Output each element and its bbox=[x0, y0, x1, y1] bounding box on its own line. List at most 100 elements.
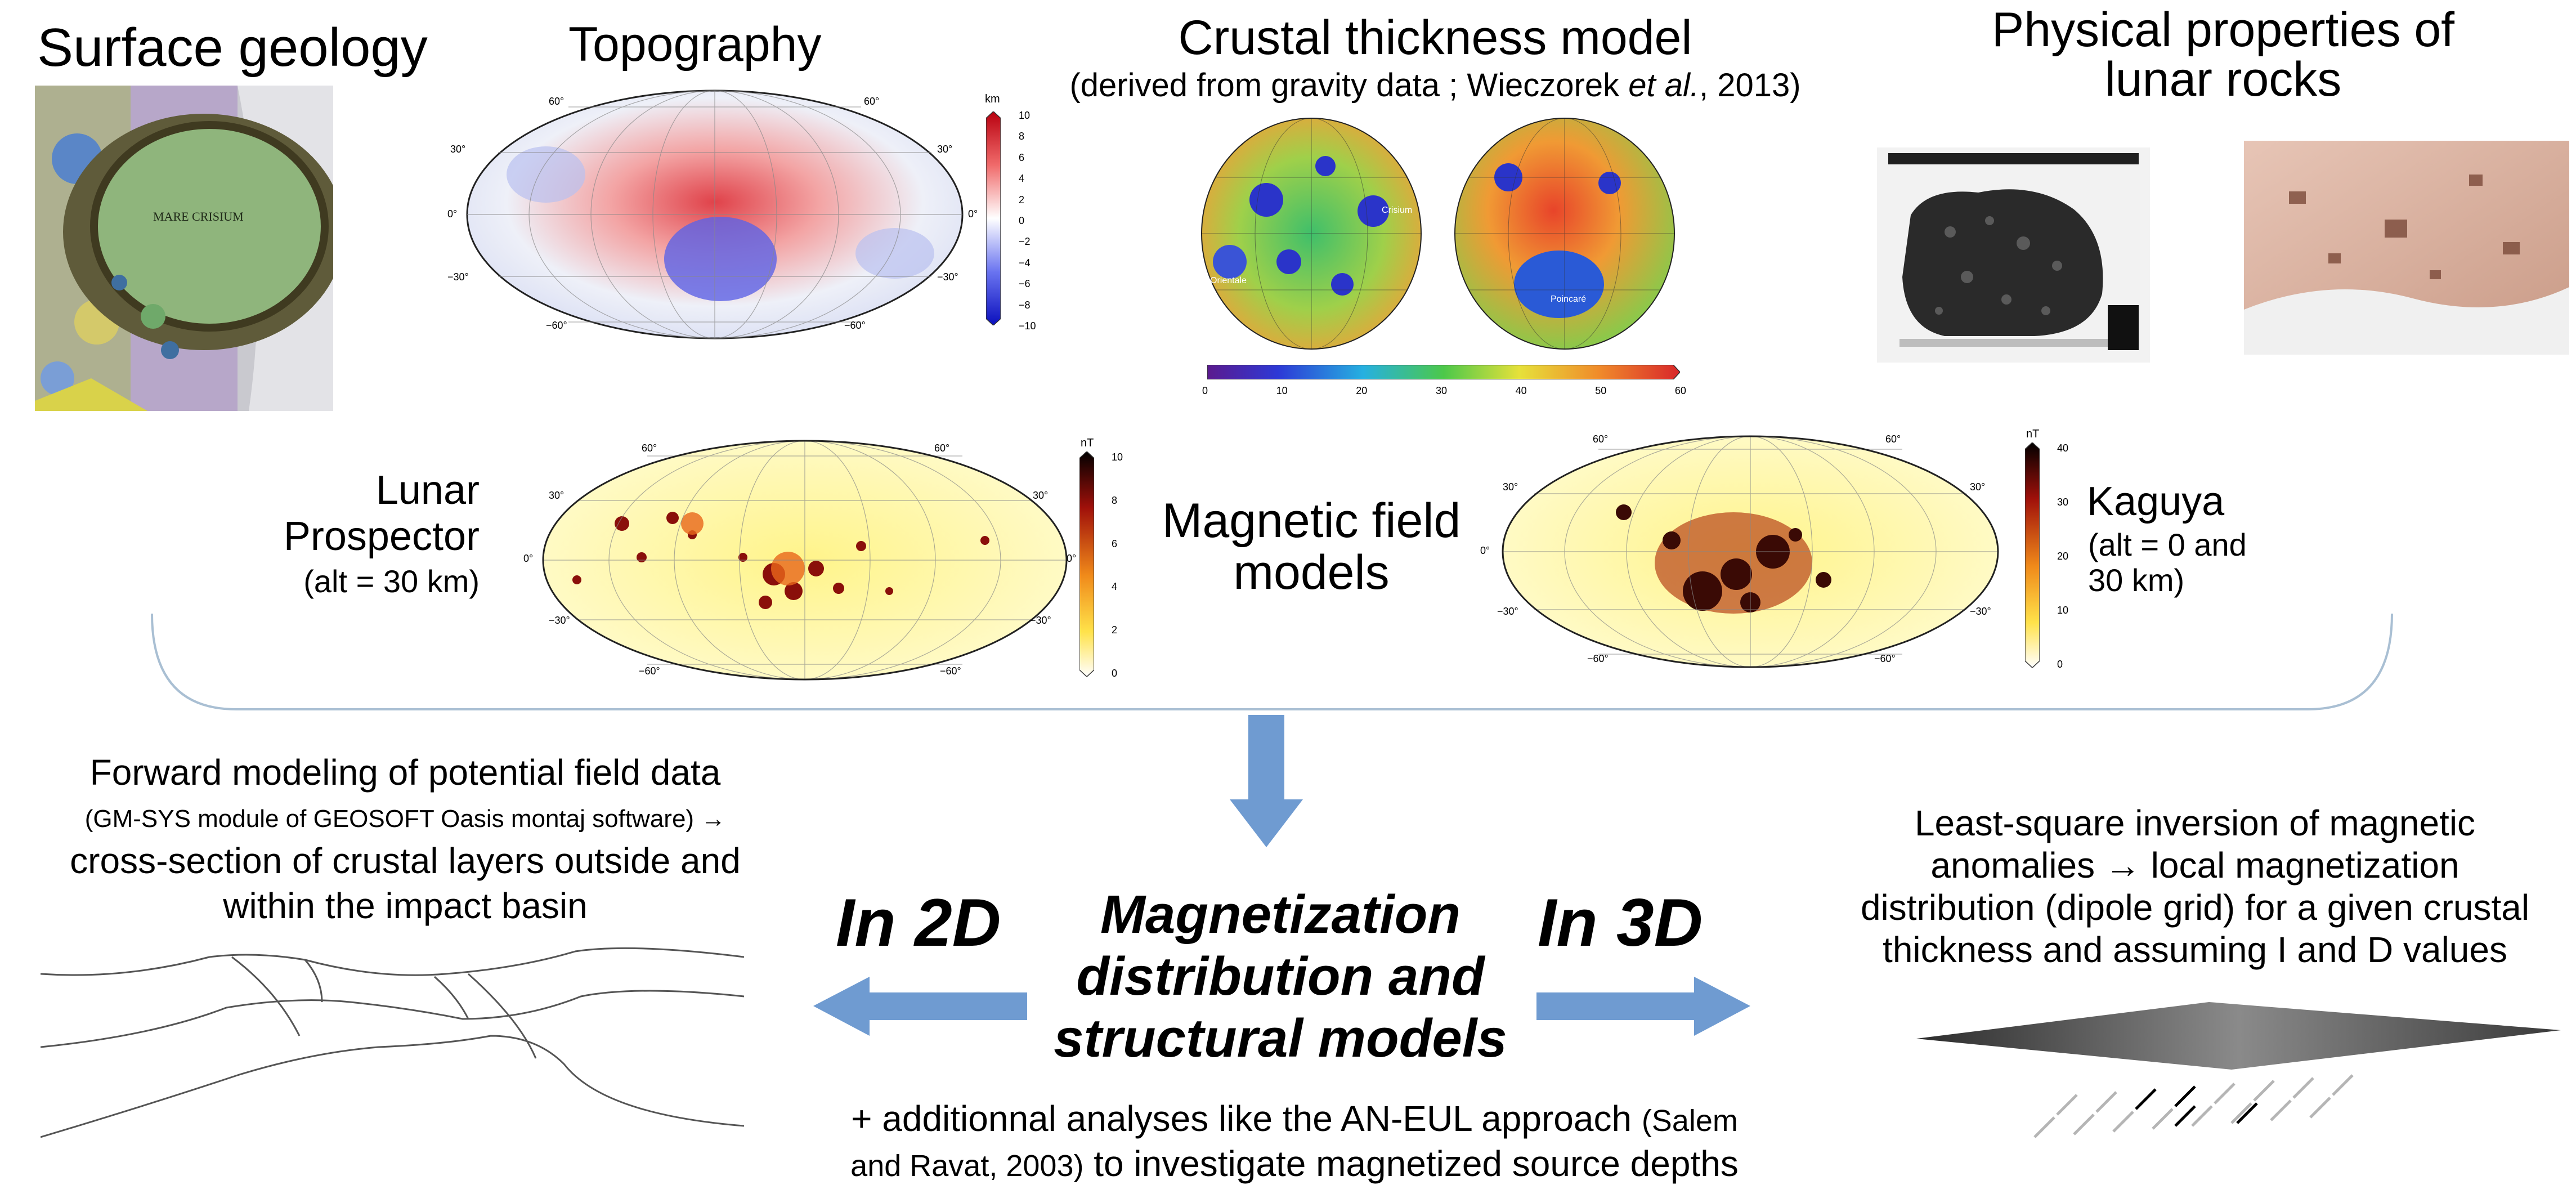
crustal-colorbar bbox=[1207, 365, 1680, 379]
right-arrow bbox=[1536, 977, 1750, 1036]
kaguya-scale-label: 10 bbox=[2057, 605, 2069, 616]
topo-tick-m30-left: −30° bbox=[447, 271, 469, 283]
topography-map: 60° 60° 30° 30° 0° 0° −30° −30° −60° −60… bbox=[433, 84, 996, 345]
inversion-line4: thickness and assuming I and D values bbox=[1883, 929, 2507, 970]
physical-properties-title-1: Physical properties of bbox=[1991, 3, 2455, 57]
topo-tick-60-left: 60° bbox=[549, 96, 565, 107]
poincare-label: Poincaré bbox=[1551, 294, 1587, 304]
kaguya-tick-m60-right: −60° bbox=[1874, 653, 1896, 664]
crustal-scale-label: 20 bbox=[1356, 385, 1368, 396]
breccia-rock-photo bbox=[2244, 141, 2569, 355]
lp-tick-m60-right: −60° bbox=[940, 665, 961, 677]
crustal-globe-nearside: Crisium Orientale bbox=[1199, 115, 1424, 352]
crustal-globe-farside: Poincaré bbox=[1452, 115, 1677, 352]
kaguya-tick-0-left: 0° bbox=[1480, 545, 1490, 556]
lp-tick-60-right: 60° bbox=[934, 442, 950, 454]
crustal-scale-label: 40 bbox=[1515, 385, 1527, 396]
topo-scale-label: 2 bbox=[1019, 194, 1025, 205]
forward-modeling-line4: within the impact basin bbox=[223, 886, 588, 926]
topo-scale-label: −2 bbox=[1019, 236, 1031, 248]
crustal-scale-label: 10 bbox=[1276, 385, 1288, 396]
3d-surface-and-dipoles bbox=[1916, 1002, 2561, 1138]
physical-properties-title-2: lunar rocks bbox=[2104, 52, 2342, 106]
topo-tick-m30-right: −30° bbox=[937, 271, 958, 283]
lp-scale-labels: 10 8 6 4 2 0 bbox=[1112, 451, 1140, 679]
lp-tick-0-left: 0° bbox=[523, 553, 534, 564]
kaguya-tick-m60-left: −60° bbox=[1587, 653, 1609, 664]
lp-tick-0-right: 0° bbox=[1067, 553, 1077, 564]
crisium-label: Crisium bbox=[1382, 205, 1413, 215]
topo-scale-labels: 10 8 6 4 2 0 −2 −4 −6 −8 −10 bbox=[1019, 110, 1052, 332]
topo-scale-label: −4 bbox=[1019, 257, 1031, 269]
kaguya-alt-1: (alt = 0 and bbox=[2088, 527, 2247, 562]
additional-analyses-line2: and Ravat, 2003) to investigate magnetiz… bbox=[850, 1143, 1739, 1184]
kaguya-tick-30-right: 30° bbox=[1970, 481, 1986, 493]
kaguya-alt-2: 30 km) bbox=[2088, 562, 2185, 598]
lp-tick-m30-left: −30° bbox=[549, 615, 570, 626]
inversion-line2: anomalies → local magnetization bbox=[1930, 845, 2459, 886]
lp-scale-label: 8 bbox=[1112, 494, 1118, 506]
kaguya-tick-30-left: 30° bbox=[1503, 481, 1518, 493]
kaguya-tick-m30-left: −30° bbox=[1497, 606, 1518, 617]
surface-geology-title: Surface geology bbox=[37, 17, 428, 78]
kaguya-scale-label: 30 bbox=[2057, 497, 2069, 508]
crustal-scale-label: 0 bbox=[1202, 385, 1208, 396]
inversion-line1: Least-square inversion of magnetic bbox=[1914, 803, 2476, 843]
lp-tick-60-left: 60° bbox=[642, 442, 657, 454]
lp-colorbar bbox=[1079, 451, 1094, 677]
forward-modeling-line1: Forward modeling of potential field data bbox=[89, 752, 721, 793]
lunar-prospector-label-1: Lunar bbox=[375, 468, 480, 513]
crustal-scale-label: 30 bbox=[1435, 385, 1447, 396]
lp-tick-30-right: 30° bbox=[1033, 490, 1049, 501]
kaguya-scale-label: 40 bbox=[2057, 442, 2069, 454]
kaguya-map: 60° 60° 30° 30° 0° −30° −30° −60° −60° bbox=[1480, 428, 2021, 676]
topo-tick-30-right: 30° bbox=[937, 144, 953, 155]
lunar-prospector-label-2: Prospector bbox=[283, 514, 480, 559]
topo-tick-0-left: 0° bbox=[447, 208, 458, 220]
kaguya-scale-labels: 40 30 20 10 0 bbox=[2057, 442, 2085, 670]
topo-scale-label: −8 bbox=[1019, 299, 1031, 311]
kaguya-label: Kaguya bbox=[2087, 479, 2225, 524]
topo-tick-30-left: 30° bbox=[450, 144, 466, 155]
lp-scale-label: 10 bbox=[1112, 451, 1123, 463]
topo-scale-label: 10 bbox=[1019, 110, 1031, 121]
magnetization-title-2: distribution and bbox=[1076, 946, 1485, 1007]
in-2d-label: In 2D bbox=[836, 885, 1001, 960]
magnetization-title-3: structural models bbox=[1054, 1008, 1507, 1068]
lp-scale-label: 4 bbox=[1112, 581, 1118, 593]
magnetic-field-title-2: models bbox=[1233, 545, 1390, 600]
lp-tick-m30-right: −30° bbox=[1030, 615, 1051, 626]
magnetic-field-title-1: Magnetic field bbox=[1162, 494, 1461, 548]
lunar-prospector-map: 60° 60° 30° 30° 0° 0° −30° −30° −60° −60… bbox=[523, 433, 1086, 687]
lp-scale-label: 2 bbox=[1112, 624, 1118, 636]
kaguya-unit: nT bbox=[2026, 428, 2040, 440]
topo-scale-label: 4 bbox=[1019, 173, 1025, 185]
forward-modeling-line2: (GM-SYS module of GEOSOFT Oasis montaj s… bbox=[84, 805, 726, 833]
kaguya-tick-60-left: 60° bbox=[1593, 433, 1609, 445]
lunar-prospector-alt: (alt = 30 km) bbox=[303, 564, 480, 599]
grouping-bracket bbox=[151, 613, 2393, 710]
cross-section-sketch bbox=[41, 947, 744, 1138]
orientale-label: Orientale bbox=[1210, 276, 1247, 285]
topo-tick-m60-left: −60° bbox=[546, 320, 567, 331]
crustal-thickness-title: Crustal thickness model bbox=[1178, 11, 1692, 65]
topo-unit: km bbox=[985, 93, 1000, 105]
topography-colorbar bbox=[986, 111, 1001, 325]
kaguya-scale-label: 20 bbox=[2057, 551, 2069, 562]
kaguya-scale-label: 0 bbox=[2057, 659, 2063, 670]
topo-tick-0-right: 0° bbox=[968, 208, 978, 220]
dark-rock-photo bbox=[1877, 147, 2150, 363]
surface-geology-map: MARE CRISIUM bbox=[35, 86, 333, 411]
forward-modeling-line3: cross-section of crustal layers outside … bbox=[70, 840, 741, 881]
lp-unit: nT bbox=[1081, 437, 1094, 449]
down-arrow bbox=[1230, 715, 1303, 847]
in-3d-label: In 3D bbox=[1538, 885, 1703, 960]
additional-analyses-line1: + additionnal analyses like the AN-EUL a… bbox=[851, 1098, 1738, 1139]
left-arrow bbox=[813, 977, 1027, 1036]
mare-crisium-label: MARE CRISIUM bbox=[153, 209, 244, 223]
kaguya-tick-m30-right: −30° bbox=[1970, 606, 1991, 617]
topo-scale-label: −10 bbox=[1019, 320, 1036, 332]
inversion-line3: distribution (dipole grid) for a given c… bbox=[1860, 887, 2530, 928]
lp-tick-m60-left: −60° bbox=[639, 665, 660, 677]
crustal-scale-label: 60 bbox=[1674, 385, 1686, 396]
